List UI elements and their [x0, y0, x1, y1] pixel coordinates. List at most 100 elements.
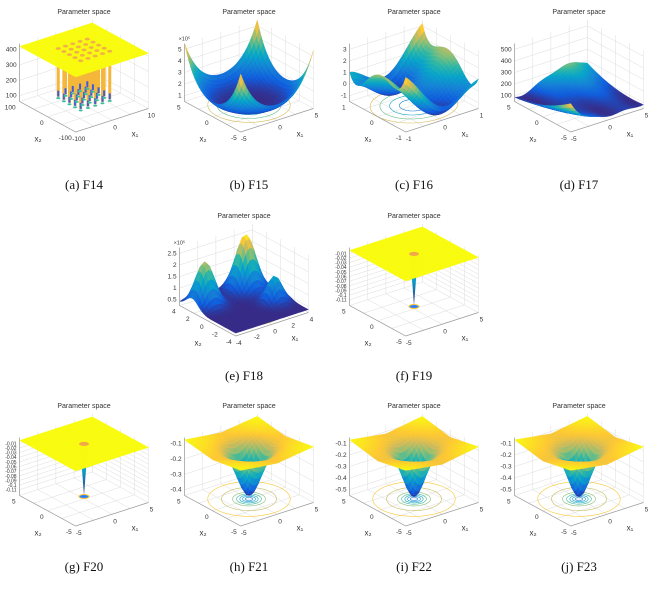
- x-tick-label: 0: [443, 124, 447, 131]
- grid-line: [514, 25, 644, 57]
- spike-base: [107, 99, 112, 102]
- x-tick-label: 0: [278, 124, 282, 131]
- z-tick-label: 5: [178, 46, 182, 53]
- plot-title: Parameter space: [387, 9, 440, 16]
- x-axis-label: x₁: [132, 130, 139, 139]
- z-tick-label: 200: [6, 77, 17, 84]
- surface: [514, 62, 644, 118]
- plateau-mark: [79, 53, 85, 57]
- z-tick-label: 200: [501, 81, 512, 88]
- x-tick-label: -1: [406, 136, 412, 143]
- spike-base: [61, 100, 66, 103]
- spike-base: [78, 90, 83, 93]
- grid-line: [179, 229, 309, 261]
- grid-line: [514, 37, 644, 69]
- y-tick-label: 5: [507, 105, 511, 112]
- spike-base: [93, 104, 98, 107]
- z-tick-label: 1: [173, 285, 177, 292]
- z-tick-label: 2: [173, 262, 177, 269]
- x-tick-label: -5: [241, 136, 247, 143]
- plateau-mark: [66, 53, 73, 57]
- y-tick-label: 1: [342, 105, 346, 112]
- surface-plot: -505-505100200300400500x₁x₂F17( x₁ , x₂ …: [501, 9, 649, 143]
- y-axis-label: x₂: [530, 134, 537, 143]
- spike-base: [408, 304, 420, 310]
- plateau-mark: [77, 40, 83, 43]
- plateau-mark: [83, 43, 89, 46]
- spike-base: [82, 98, 86, 101]
- x-tick-label: -100: [72, 136, 85, 143]
- z-tick-label: 1: [343, 70, 347, 77]
- z-tick-label: 2: [343, 58, 347, 65]
- y-tick-label: 0: [40, 120, 44, 127]
- grid-line: [514, 60, 644, 92]
- y-axis-label: x₂: [365, 134, 372, 143]
- x-axis-label: x₁: [627, 130, 634, 139]
- plateau-mark: [85, 56, 91, 60]
- x-tick-label: -4: [236, 340, 242, 347]
- plateau-mark: [68, 47, 74, 51]
- plateau-mark: [107, 49, 113, 53]
- surface-patch: [403, 77, 409, 86]
- y-tick-label: 100: [5, 105, 16, 112]
- plateau-mark: [99, 52, 106, 56]
- y-tick-label: -2: [212, 331, 218, 338]
- spike-base: [94, 99, 99, 102]
- surface: [19, 22, 149, 78]
- plateau-mark: [88, 46, 94, 49]
- plateau-mark: [92, 54, 98, 58]
- plot-f19: -5 0 5 -5 0 5 -0.11 -0.1 -0.09 -0.08 -0.07 -0.06 -0.…: [330, 206, 498, 356]
- axis-line: [184, 43, 314, 133]
- y-tick-label: 0: [370, 120, 374, 127]
- plateau-mark: [55, 47, 61, 50]
- x-axis-label: x₁: [462, 130, 469, 139]
- spike-base: [87, 101, 92, 104]
- axis-line: [514, 43, 644, 133]
- x-axis-label: x₁: [292, 334, 299, 343]
- surface: [349, 22, 479, 116]
- z-tick-label: 100: [6, 93, 17, 100]
- y-tick-label: -5: [561, 135, 567, 142]
- y-tick-label: 5: [177, 105, 181, 112]
- surface-patch: [233, 330, 239, 334]
- spike-base: [80, 103, 85, 106]
- surface-plot: -505-505-0.11-0.1-0.09-0.08-0.07-0.06-0.…: [335, 213, 483, 347]
- y-tick-label: 4: [172, 309, 176, 316]
- spike-base: [85, 107, 90, 110]
- surface-patch: [73, 74, 79, 78]
- surface: [349, 226, 479, 282]
- z-tick-label: 2: [178, 81, 182, 88]
- x-tick-label: 1: [480, 112, 484, 119]
- surface-patch: [238, 73, 244, 88]
- z-tick-label: 2.5: [168, 250, 177, 257]
- z-tick-label: 100: [501, 93, 512, 100]
- y-tick-label: 0: [535, 120, 539, 127]
- z-tick-label: 4: [178, 58, 182, 65]
- x-tick-label: 0: [273, 328, 277, 335]
- z-tick-label: -1: [341, 93, 347, 100]
- spike-base: [102, 96, 107, 99]
- spike-base: [73, 106, 78, 109]
- plateau-mark: [81, 48, 87, 52]
- y-tick-label: 2: [186, 316, 190, 323]
- plateau-mark: [90, 40, 96, 44]
- plot-title: Parameter space: [57, 9, 110, 16]
- z-exponent-label: ×10⁵: [179, 36, 191, 43]
- axis-line: [179, 247, 309, 337]
- surface-patch: [184, 43, 190, 59]
- y-axis-label: x₂: [195, 338, 202, 347]
- y-axis-label: x₂: [35, 134, 42, 143]
- plot-f17: -505-505100200300400500x₁x₂F17( x₁ , x₂ …: [495, 2, 662, 152]
- spike-base: [100, 102, 105, 105]
- spike-base: [85, 87, 90, 90]
- z-tick-label: 1: [178, 93, 182, 100]
- z-tick-label: 3: [178, 70, 182, 77]
- caption-f17: (d) F17: [559, 177, 599, 192]
- plot-title: Parameter space: [222, 9, 275, 16]
- z-tick-label: 500: [501, 46, 512, 53]
- z-tick-label: 400: [501, 58, 512, 65]
- surface-plot: -101-101-10123x₁x₂F16( x₁ , x₂ )Paramete…: [341, 9, 484, 143]
